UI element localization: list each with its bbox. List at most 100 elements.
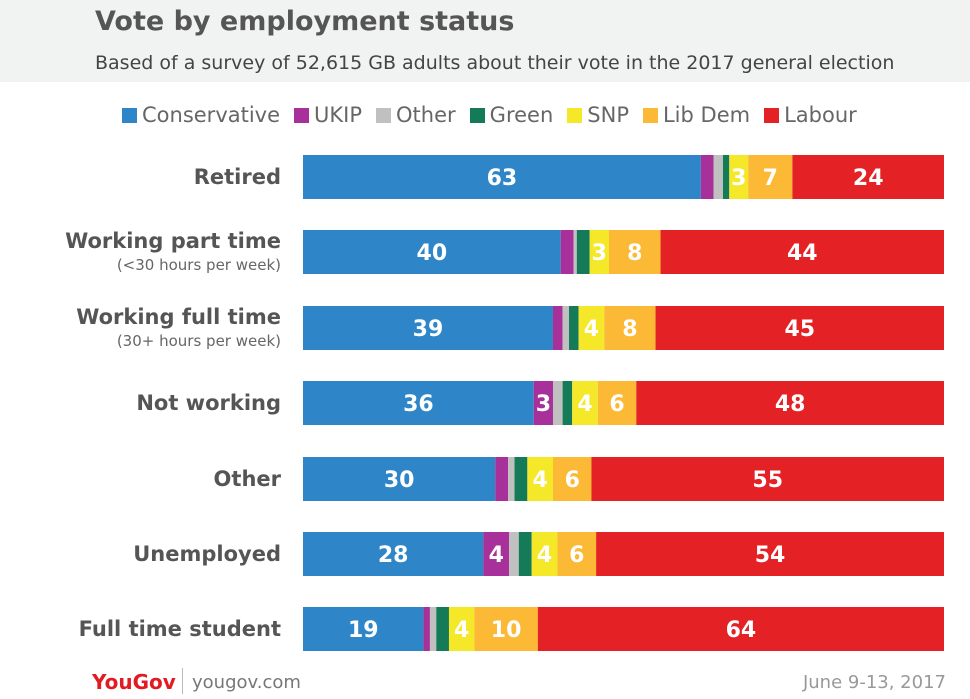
bar-segment-conservative bbox=[303, 532, 484, 576]
bar-segment-other bbox=[509, 532, 519, 576]
data-label: 64 bbox=[726, 618, 757, 643]
legend-label: Labour bbox=[784, 103, 857, 127]
bar-segment-ukip bbox=[533, 381, 553, 425]
bar-segment-lib-dem bbox=[609, 230, 661, 274]
bar-segment-ukip bbox=[560, 230, 574, 274]
bar-segment-green bbox=[562, 381, 573, 425]
bar-segment-conservative bbox=[303, 457, 496, 501]
bar-segment-labour bbox=[660, 230, 944, 274]
bar-segment-lib-dem bbox=[474, 607, 538, 651]
legend-item: SNP bbox=[567, 103, 629, 127]
bar-segment-conservative bbox=[303, 155, 701, 199]
data-label: 8 bbox=[622, 317, 637, 342]
legend-label: SNP bbox=[587, 103, 629, 127]
legend-label: Conservative bbox=[142, 103, 281, 127]
data-label: 44 bbox=[787, 241, 818, 266]
legend-item: Lib Dem bbox=[642, 103, 750, 127]
data-label: 19 bbox=[348, 618, 379, 643]
data-label: 4 bbox=[533, 468, 548, 493]
legend-item: Conservative bbox=[122, 103, 280, 127]
bar-segment-ukip bbox=[483, 532, 510, 576]
bar-segment-labour bbox=[792, 155, 944, 199]
footer-site-link[interactable]: yougov.com bbox=[192, 672, 301, 693]
legend-swatch bbox=[642, 107, 658, 123]
data-label: 3 bbox=[592, 241, 607, 266]
legend-swatch bbox=[294, 107, 310, 123]
bar-segment-ukip bbox=[700, 155, 714, 199]
bar-segment-labour bbox=[596, 532, 944, 576]
header-band bbox=[0, 0, 970, 82]
chart-subtitle: Based of a survey of 52,615 GB adults ab… bbox=[95, 52, 895, 74]
bar-segment-labour bbox=[655, 306, 944, 350]
data-label: 8 bbox=[627, 241, 642, 266]
bar-segment-conservative bbox=[303, 381, 534, 425]
category-label: Working full time bbox=[76, 305, 281, 329]
legend-label: Other bbox=[396, 103, 456, 127]
chart-title: Vote by employment status bbox=[95, 6, 515, 37]
bar-segment-green bbox=[518, 532, 532, 576]
bar-segment-other bbox=[713, 155, 723, 199]
data-label: 55 bbox=[752, 468, 783, 493]
bar-segment-snp bbox=[589, 230, 610, 274]
data-label: 10 bbox=[491, 618, 522, 643]
category-label: Other bbox=[214, 467, 282, 491]
data-label: 3 bbox=[536, 392, 551, 417]
category-label: Full time student bbox=[79, 617, 281, 641]
bar-segment-snp bbox=[527, 457, 553, 501]
bar-segment-other bbox=[508, 457, 515, 501]
data-label: 4 bbox=[454, 618, 469, 643]
bar-segment-labour bbox=[591, 457, 944, 501]
bar-segment-labour bbox=[537, 607, 944, 651]
legend-swatch bbox=[469, 107, 485, 123]
data-label: 4 bbox=[537, 543, 552, 568]
bar-segment-lib-dem bbox=[748, 155, 793, 199]
legend-swatch bbox=[376, 107, 392, 123]
data-label: 3 bbox=[731, 166, 746, 191]
data-label: 6 bbox=[569, 543, 584, 568]
bar-segment-other bbox=[562, 306, 570, 350]
legend: Conservative UKIP Other Green SNP Lib Dem Labo… bbox=[122, 103, 857, 127]
bar-segment-green bbox=[514, 457, 528, 501]
yougov-logo: YouGov bbox=[92, 670, 176, 694]
category-label: Unemployed bbox=[133, 542, 281, 566]
data-label: 4 bbox=[584, 317, 599, 342]
footer-divider bbox=[182, 668, 183, 694]
data-label: 6 bbox=[565, 468, 580, 493]
bar-segment-snp bbox=[572, 381, 598, 425]
legend-swatch bbox=[764, 107, 780, 123]
data-label: 63 bbox=[487, 166, 518, 191]
data-label: 48 bbox=[775, 392, 806, 417]
data-label: 30 bbox=[384, 468, 415, 493]
legend-item: Other bbox=[376, 103, 456, 127]
bar-segment-snp bbox=[448, 607, 475, 651]
data-label: 7 bbox=[763, 166, 778, 191]
bar-segment-conservative bbox=[303, 607, 424, 651]
bar-segment-snp bbox=[578, 306, 605, 350]
category-label: Retired bbox=[194, 165, 281, 189]
category-label: Working part time bbox=[65, 229, 281, 253]
legend-swatch bbox=[122, 107, 137, 123]
bar-segment-other bbox=[573, 230, 577, 274]
bar-segment-labour bbox=[636, 381, 944, 425]
data-label: 40 bbox=[417, 241, 448, 266]
bar-segment-ukip bbox=[495, 457, 509, 501]
bar-segment-snp bbox=[531, 532, 558, 576]
legend-swatch bbox=[567, 107, 583, 123]
data-label: 4 bbox=[489, 543, 504, 568]
data-label: 6 bbox=[609, 392, 624, 417]
legend-label: Green bbox=[489, 103, 554, 127]
category-label: Not working bbox=[136, 391, 281, 415]
data-label: 45 bbox=[784, 317, 815, 342]
bar-segment-snp bbox=[729, 155, 749, 199]
data-label: 28 bbox=[378, 543, 409, 568]
bar-segment-lib-dem bbox=[552, 457, 592, 501]
bar-segment-lib-dem bbox=[557, 532, 597, 576]
bar-segment-lib-dem bbox=[604, 306, 656, 350]
data-label: 36 bbox=[403, 392, 434, 417]
data-label: 39 bbox=[413, 317, 444, 342]
bar-segment-ukip bbox=[423, 607, 430, 651]
bar-segment-other bbox=[429, 607, 437, 651]
bar-segment-green bbox=[569, 306, 579, 350]
data-label: 24 bbox=[853, 166, 884, 191]
